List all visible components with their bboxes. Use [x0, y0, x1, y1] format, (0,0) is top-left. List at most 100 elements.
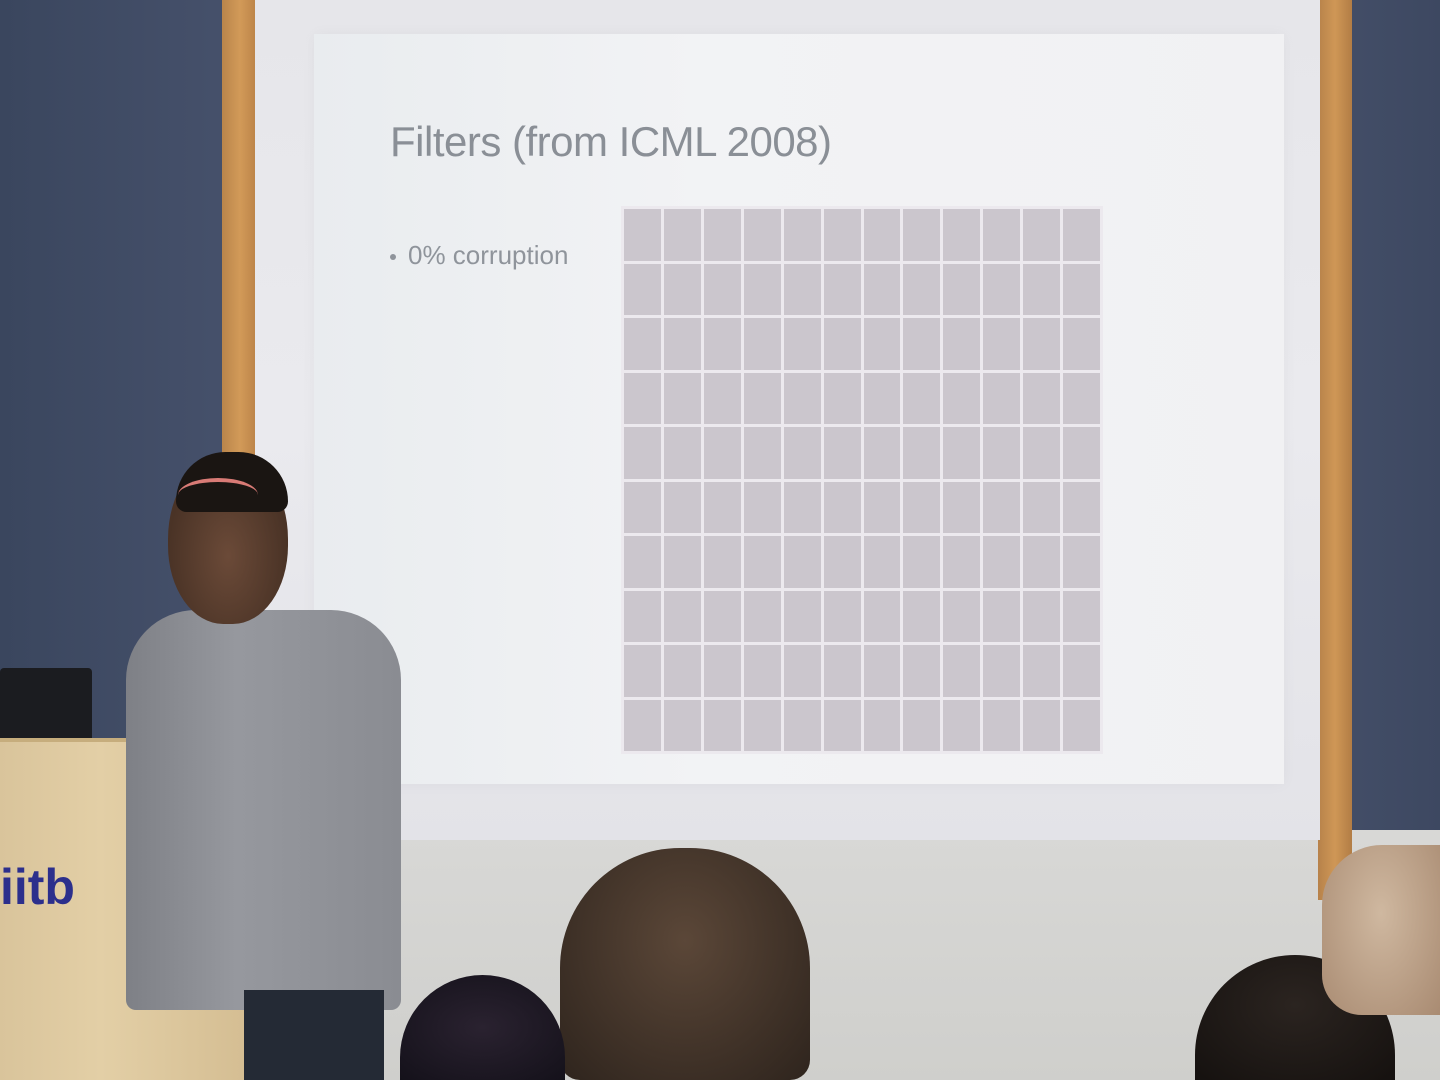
- audience-member-hat: [1322, 845, 1440, 1015]
- filter-cell: [703, 645, 741, 697]
- filter-cell: [983, 318, 1021, 370]
- filter-cell: [624, 590, 661, 642]
- filter-cell: [663, 263, 701, 315]
- filter-cell: [863, 645, 901, 697]
- filter-cell: [1063, 209, 1100, 261]
- filter-cell: [823, 645, 861, 697]
- filter-cell: [943, 481, 981, 533]
- filter-cell: [703, 372, 741, 424]
- filter-cell: [743, 590, 781, 642]
- filter-cell: [1023, 318, 1061, 370]
- filter-cell: [823, 209, 861, 261]
- filter-cell: [903, 481, 941, 533]
- filter-cell: [1063, 318, 1100, 370]
- filter-cell: [903, 263, 941, 315]
- screen-frame-right: [1318, 0, 1352, 900]
- filter-cell: [983, 645, 1021, 697]
- filter-cell: [663, 536, 701, 588]
- slide-bullet: 0% corruption: [390, 240, 568, 271]
- filter-cell: [943, 263, 981, 315]
- filter-cell: [823, 481, 861, 533]
- filter-cell: [863, 427, 901, 479]
- filter-cell: [823, 318, 861, 370]
- filter-cell: [863, 318, 901, 370]
- filter-cell: [863, 372, 901, 424]
- filter-cell: [863, 481, 901, 533]
- filter-cell: [703, 481, 741, 533]
- filter-cell: [863, 699, 901, 751]
- speaker-headband: [178, 478, 258, 512]
- filter-cell: [663, 481, 701, 533]
- filter-cell: [703, 318, 741, 370]
- filter-cell: [783, 427, 821, 479]
- filter-cell: [943, 318, 981, 370]
- filter-cell: [783, 699, 821, 751]
- filter-cell: [903, 590, 941, 642]
- filter-cell: [624, 372, 661, 424]
- filter-cell: [943, 590, 981, 642]
- filter-cell: [1023, 699, 1061, 751]
- filter-cell: [743, 318, 781, 370]
- filter-cell: [783, 209, 821, 261]
- filter-cell: [743, 536, 781, 588]
- filter-cell: [983, 263, 1021, 315]
- filter-cell: [1023, 536, 1061, 588]
- audience-member: [560, 848, 810, 1080]
- filter-cell: [1023, 427, 1061, 479]
- filter-cell: [783, 590, 821, 642]
- filter-cell: [983, 427, 1021, 479]
- filter-cell: [1023, 209, 1061, 261]
- filter-cell: [703, 536, 741, 588]
- filter-cell: [823, 536, 861, 588]
- filter-cell: [743, 263, 781, 315]
- filter-cell: [823, 590, 861, 642]
- filter-cell: [863, 263, 901, 315]
- filter-cell: [624, 481, 661, 533]
- filter-cell: [624, 427, 661, 479]
- filter-cell: [624, 263, 661, 315]
- filter-cell: [983, 372, 1021, 424]
- filter-cell: [743, 427, 781, 479]
- filter-cell: [823, 427, 861, 479]
- filter-cell: [823, 699, 861, 751]
- filter-cell: [663, 427, 701, 479]
- filter-cell: [943, 536, 981, 588]
- filter-cell: [1063, 427, 1100, 479]
- filter-cell: [624, 699, 661, 751]
- filter-cell: [703, 209, 741, 261]
- filter-cell: [983, 481, 1021, 533]
- filter-cell: [624, 536, 661, 588]
- filter-cell: [1023, 590, 1061, 642]
- filter-cell: [903, 427, 941, 479]
- filter-cell: [624, 209, 661, 261]
- filter-cell: [1063, 645, 1100, 697]
- filter-cell: [783, 536, 821, 588]
- filter-cell: [743, 372, 781, 424]
- filter-cell: [983, 699, 1021, 751]
- slide-bullet-text: 0% corruption: [408, 240, 569, 270]
- laptop: [0, 668, 92, 742]
- filter-cell: [1063, 263, 1100, 315]
- filter-cell: [943, 209, 981, 261]
- filter-cell: [823, 372, 861, 424]
- speaker-body: [126, 610, 401, 1010]
- filter-cell: [983, 209, 1021, 261]
- filter-cell: [783, 481, 821, 533]
- filter-cell: [903, 209, 941, 261]
- filter-cell: [783, 318, 821, 370]
- projected-slide: Filters (from ICML 2008) 0% corruption: [314, 34, 1284, 784]
- filter-cell: [943, 699, 981, 751]
- podium-logo: iitb: [0, 859, 75, 915]
- slide-title: Filters (from ICML 2008): [390, 118, 832, 165]
- filter-cell: [903, 645, 941, 697]
- filter-cell: [943, 372, 981, 424]
- filter-cell: [943, 645, 981, 697]
- filter-cell: [703, 427, 741, 479]
- filter-cell: [703, 263, 741, 315]
- filter-cell: [903, 372, 941, 424]
- filter-cell: [663, 209, 701, 261]
- filter-cell: [743, 209, 781, 261]
- filter-cell: [983, 590, 1021, 642]
- filter-cell: [624, 645, 661, 697]
- filter-cell: [743, 645, 781, 697]
